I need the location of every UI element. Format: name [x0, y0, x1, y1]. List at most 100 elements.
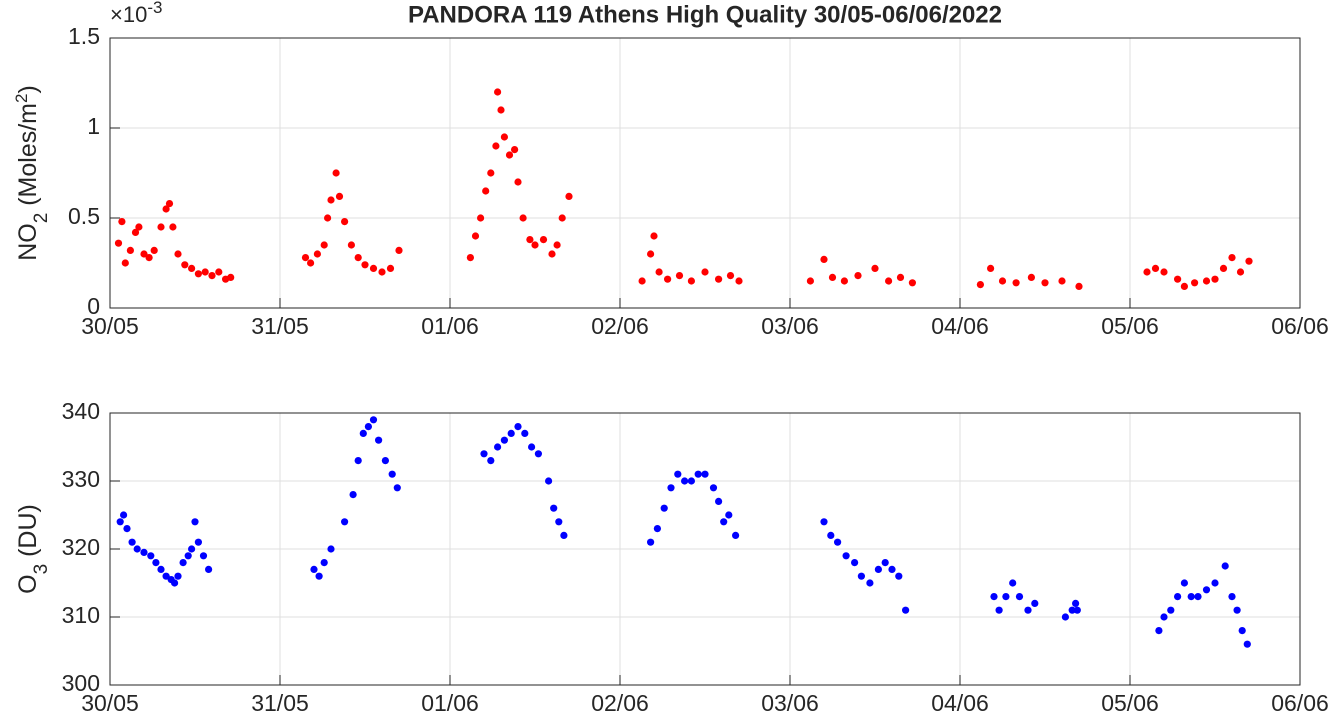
data-point [715, 275, 723, 283]
data-point [310, 565, 318, 574]
data-point [364, 423, 372, 431]
data-point [827, 531, 835, 540]
data-point [1187, 593, 1195, 601]
data-point [531, 241, 539, 249]
data-point [820, 518, 828, 526]
data-point [840, 277, 849, 285]
x-tick-label: 30/05 [81, 313, 139, 339]
data-point [188, 264, 196, 272]
data-point [369, 416, 378, 424]
data-point [1167, 606, 1175, 614]
data-point [674, 470, 682, 478]
data-point [1228, 254, 1236, 262]
data-point [842, 552, 850, 560]
data-point [1221, 562, 1229, 570]
data-point [386, 264, 395, 272]
data-point [140, 548, 148, 557]
data-point [650, 232, 658, 240]
y-tick-label: 0.5 [68, 203, 100, 229]
data-point [1002, 593, 1010, 601]
data-point [118, 218, 126, 226]
y-axis-label: O3 (DU) [14, 504, 52, 594]
data-point [553, 241, 561, 249]
data-point [871, 264, 879, 272]
y-multiplier-exponent: -3 [147, 0, 162, 17]
data-point [354, 457, 362, 465]
x-tick-label: 06/06 [1271, 690, 1329, 716]
data-point [701, 470, 709, 478]
data-point [165, 200, 174, 208]
data-point [482, 187, 490, 195]
data-point [354, 254, 362, 262]
data-point [1058, 277, 1066, 285]
y-tick-label: 1.5 [68, 23, 100, 49]
data-point [162, 205, 170, 213]
data-point [854, 272, 862, 280]
data-point [896, 273, 905, 281]
data-point [179, 559, 187, 567]
data-point [1151, 264, 1160, 272]
data-point [834, 538, 842, 546]
data-point [1061, 613, 1069, 621]
data-point [806, 277, 815, 285]
data-point [1015, 593, 1024, 601]
data-point [1174, 593, 1182, 601]
data-point [301, 254, 310, 262]
data-point [1155, 627, 1163, 635]
y-axis-label-part: 3 [31, 564, 52, 575]
data-point [505, 151, 514, 159]
data-point [188, 545, 196, 553]
data-point [709, 484, 718, 492]
data-point [349, 491, 357, 499]
data-point [1194, 593, 1202, 601]
x-tick-label: 02/06 [591, 313, 649, 339]
data-point [990, 593, 998, 601]
y-multiplier-base: ×10 [110, 2, 147, 27]
data-point [466, 254, 474, 262]
data-point [500, 133, 508, 141]
data-point [998, 277, 1007, 285]
data-point [725, 511, 733, 519]
data-point [881, 559, 889, 567]
data-point [381, 457, 389, 465]
data-point [1041, 279, 1049, 287]
data-point [726, 272, 735, 280]
data-point [147, 552, 155, 560]
data-point [152, 559, 160, 567]
data-point [514, 178, 522, 186]
data-point [1202, 586, 1211, 594]
data-point [181, 261, 189, 269]
x-tick-label: 01/06 [421, 690, 479, 716]
data-point [500, 436, 508, 444]
data-point [1219, 264, 1228, 272]
data-point [133, 545, 141, 553]
data-point [558, 214, 566, 222]
data-point [320, 559, 328, 567]
chart-title: PANDORA 119 Athens High Quality 30/05-06… [408, 1, 1002, 28]
x-tick-label: 02/06 [591, 690, 649, 716]
data-point [545, 477, 553, 485]
data-point [184, 552, 192, 560]
data-point [471, 232, 480, 240]
y-tick-label: 1 [87, 113, 100, 139]
data-point [1160, 268, 1168, 276]
x-tick-label: 31/05 [251, 690, 309, 716]
data-point [174, 250, 182, 258]
data-point [647, 538, 655, 546]
data-point [694, 470, 702, 478]
data-point [494, 88, 502, 96]
data-point [201, 268, 209, 276]
y-tick-label: 340 [62, 398, 100, 424]
data-point [378, 268, 386, 276]
data-point [477, 214, 485, 222]
data-point [494, 443, 502, 451]
data-point [497, 106, 505, 114]
data-point [145, 254, 153, 262]
data-point [375, 436, 383, 444]
data-point [208, 272, 216, 280]
data-point [157, 223, 165, 231]
x-tick-label: 04/06 [931, 313, 989, 339]
data-point [507, 429, 515, 437]
data-point [715, 497, 723, 505]
y-tick-label: 0 [87, 293, 100, 319]
